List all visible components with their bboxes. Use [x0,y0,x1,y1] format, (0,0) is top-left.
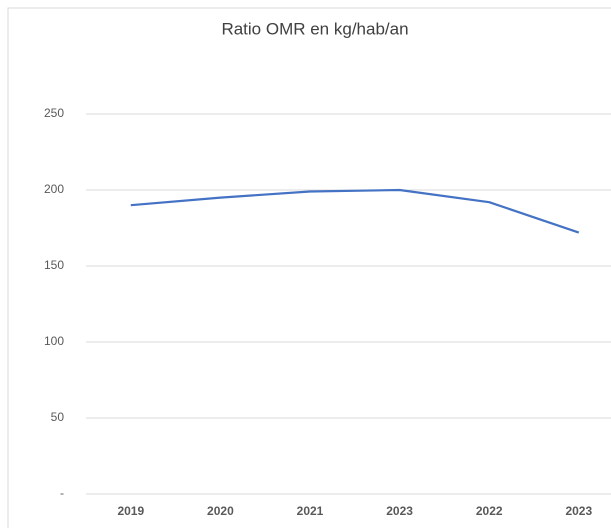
chart-border [7,7,611,528]
line-series [130,188,580,234]
x-tick-label: 2020 [207,504,234,518]
y-tick-label: 50 [51,410,65,424]
y-tick-label: - [60,486,64,500]
x-tick-label: 2023 [386,504,413,518]
chart-title: Ratio OMR en kg/hab/an [221,19,408,38]
x-tick-label: 2019 [117,504,144,518]
y-tick-label: 250 [44,106,64,120]
x-tick-label: 2022 [476,504,503,518]
y-tick-label: 200 [44,182,64,196]
y-tick-label: 100 [44,334,64,348]
x-tick-label: 2023 [565,504,592,518]
x-tick-label: 2021 [297,504,324,518]
y-tick-label: 150 [44,258,64,272]
